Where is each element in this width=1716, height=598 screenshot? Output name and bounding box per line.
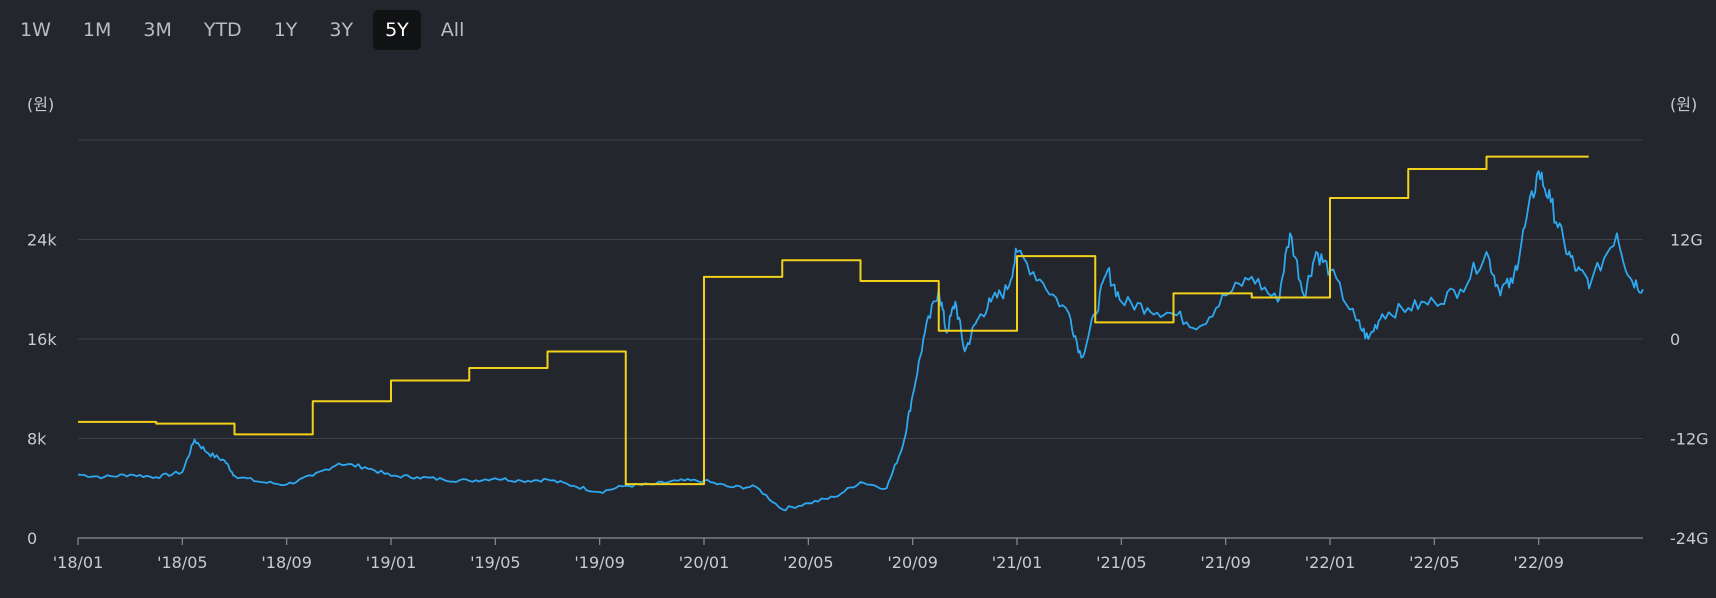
x-axis-tick-label: '22/09	[1513, 553, 1564, 572]
x-axis-tick-label: '20/09	[887, 553, 938, 572]
step-series-line	[78, 155, 1589, 486]
price-series-line	[77, 170, 1644, 512]
x-axis-tick-label: '22/01	[1305, 553, 1356, 572]
range-tab-1m[interactable]: 1M	[82, 19, 112, 41]
x-axis-tick-label: '19/05	[470, 553, 521, 572]
x-axis-tick-label: '22/05	[1409, 553, 1460, 572]
x-axis-tick-label: '19/09	[574, 553, 625, 572]
x-axis-tick-label: '19/01	[366, 553, 417, 572]
right-axis-tick-label: 12G	[1670, 231, 1703, 250]
range-tab-3y[interactable]: 3Y	[329, 19, 354, 41]
left-axis-unit: (원)	[27, 95, 54, 114]
range-tab-3m[interactable]: 3M	[143, 19, 172, 41]
x-axis-tick-label: '21/05	[1096, 553, 1147, 572]
time-range-tabs: 1W 1M 3M YTD 1Y 3Y 5Y All	[8, 10, 484, 50]
gridlines	[78, 139, 1643, 439]
x-axis-tick-label: '21/01	[992, 553, 1043, 572]
x-axis-tick-label: '20/01	[679, 553, 730, 572]
right-axis-tick-label: 0	[1670, 330, 1680, 349]
range-tab-all[interactable]: All	[440, 19, 465, 41]
range-tab-1y[interactable]: 1Y	[273, 19, 298, 41]
right-axis-tick-label: -24G	[1670, 529, 1709, 548]
x-axis-tick-label: '18/05	[157, 553, 208, 572]
right-axis-tick-label: -12G	[1670, 430, 1709, 449]
x-axis-tick-label: '21/09	[1200, 553, 1251, 572]
left-axis-tick-label: 0	[27, 529, 37, 548]
left-axis-tick-label: 8k	[27, 430, 47, 449]
right-axis-unit: (원)	[1670, 95, 1697, 114]
x-axis-tick-label: '20/05	[783, 553, 834, 572]
range-tab-5y[interactable]: 5Y	[373, 10, 421, 50]
range-tab-1w[interactable]: 1W	[20, 19, 51, 41]
left-axis-tick-label: 16k	[27, 330, 57, 349]
x-axis-tick-label: '18/01	[53, 553, 104, 572]
range-tab-ytd[interactable]: YTD	[203, 19, 242, 41]
left-axis-tick-label: 24k	[27, 231, 57, 250]
x-axis-tick-label: '18/09	[261, 553, 312, 572]
